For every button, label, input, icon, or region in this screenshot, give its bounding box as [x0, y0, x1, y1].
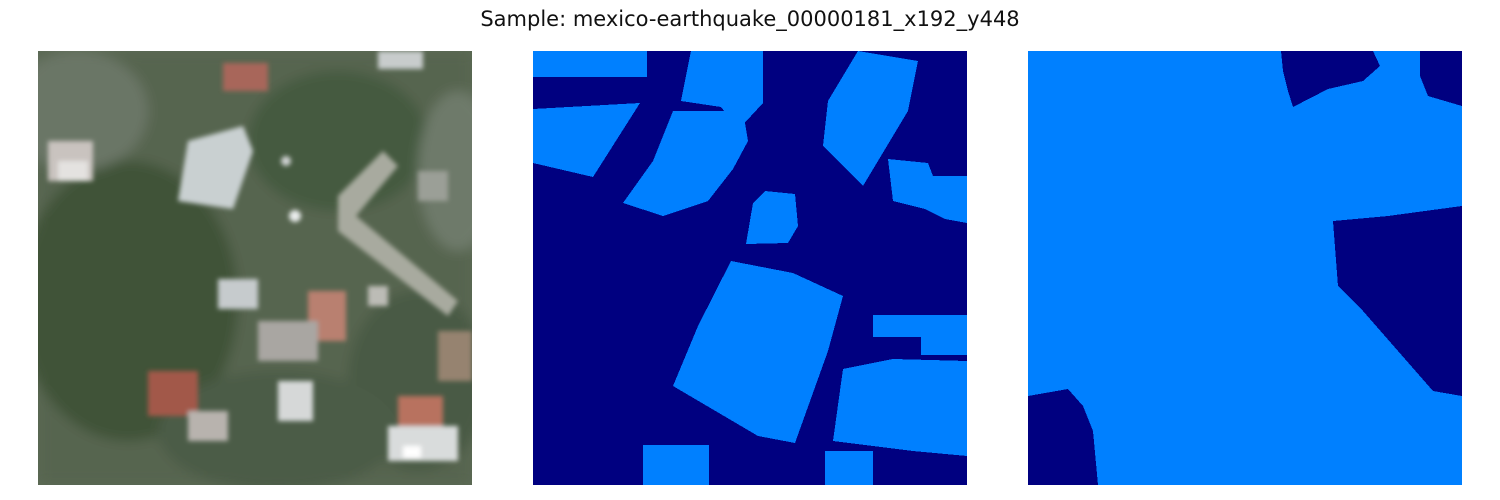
segmentation-mask-right: [1028, 51, 1462, 485]
aerial-image-panel: [38, 51, 472, 485]
mask-panel-left: [533, 51, 967, 485]
aerial-image: [38, 51, 472, 485]
segmentation-mask-left: [533, 51, 967, 485]
mask-panel-right: [1028, 51, 1462, 485]
figure-title: Sample: mexico-earthquake_00000181_x192_…: [480, 7, 1020, 31]
